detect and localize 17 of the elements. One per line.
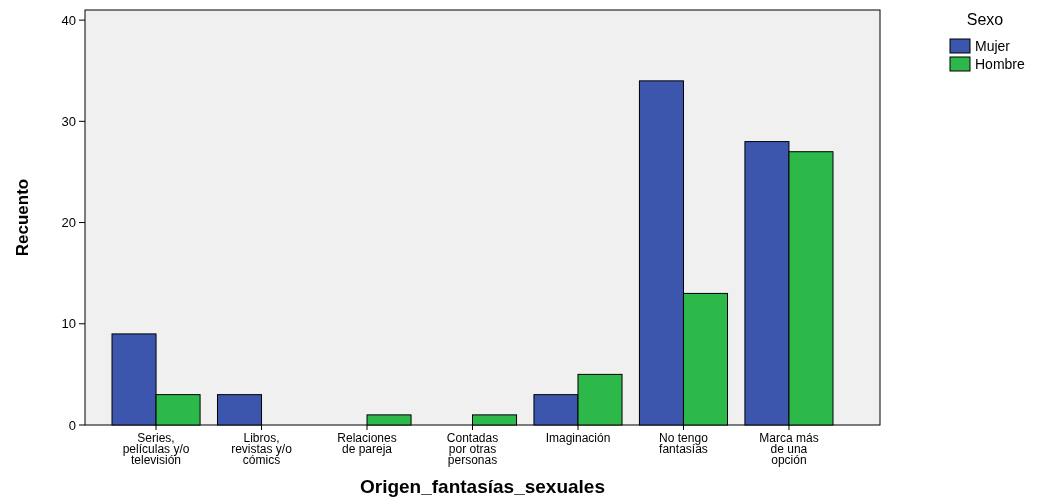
x-tick-label: Marca más de una opción — [759, 431, 819, 467]
x-tick-label: Relaciones de pareja — [337, 431, 397, 456]
x-tick-label: Series, películas y/o televisión — [122, 431, 190, 467]
x-tick-label: No tengo fantasías — [659, 431, 709, 456]
y-tick-label: 0 — [68, 417, 76, 433]
y-tick-label: 20 — [61, 215, 76, 231]
y-tick-label: 10 — [61, 316, 76, 332]
y-tick-label: 30 — [61, 113, 76, 129]
legend-label: Mujer — [975, 37, 1011, 54]
legend-title: Sexo — [966, 11, 1004, 28]
y-tick-label: 40 — [61, 12, 76, 28]
x-tick-label: Imaginación — [545, 431, 611, 445]
x-tick-label: Contadas por otras personas — [446, 431, 499, 467]
x-tick-label: Libros, revistas y/o cómics — [231, 431, 293, 467]
x-axis-title: Origen_fantasías_sexuales — [359, 476, 606, 497]
y-axis-title: Recuento — [13, 178, 32, 257]
legend-label: Hombre — [975, 55, 1026, 72]
